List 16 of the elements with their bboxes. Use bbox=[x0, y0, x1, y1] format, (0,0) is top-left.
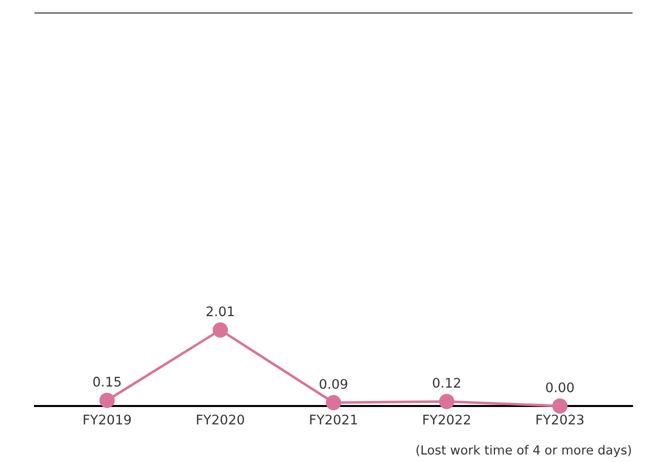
x-tick-label: FY2021 bbox=[310, 414, 357, 425]
point bbox=[439, 394, 454, 410]
data-label: 2.01 bbox=[206, 306, 234, 316]
x-tick-label: FY2023 bbox=[536, 414, 584, 425]
point bbox=[552, 398, 568, 414]
x-tick-label: FY2022 bbox=[423, 414, 470, 425]
x-tick-label: FY2020 bbox=[196, 414, 244, 425]
data-label: 0.12 bbox=[432, 378, 460, 388]
x-tick-label: FY2019 bbox=[84, 414, 131, 425]
data-label: 0.09 bbox=[320, 378, 348, 389]
point bbox=[212, 322, 228, 338]
point bbox=[99, 392, 115, 408]
text: (Lost work time of 4 or more days) bbox=[416, 444, 631, 458]
data-label: 0.15 bbox=[93, 376, 121, 387]
data-label: 0.00 bbox=[546, 382, 574, 392]
point bbox=[326, 394, 342, 410]
